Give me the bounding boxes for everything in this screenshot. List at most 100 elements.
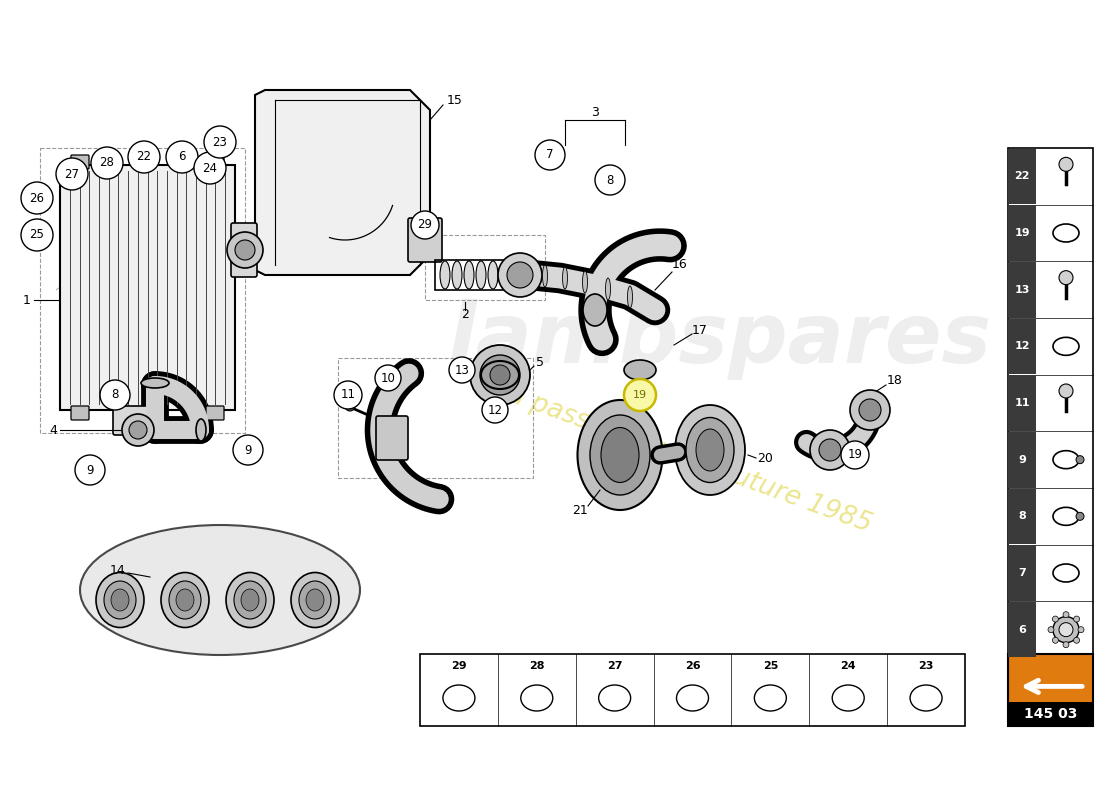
Ellipse shape bbox=[96, 573, 144, 627]
Circle shape bbox=[480, 355, 520, 395]
FancyBboxPatch shape bbox=[1008, 489, 1036, 544]
Circle shape bbox=[235, 240, 255, 260]
Circle shape bbox=[1059, 384, 1072, 398]
Ellipse shape bbox=[590, 415, 650, 495]
FancyBboxPatch shape bbox=[408, 218, 442, 262]
Text: 24: 24 bbox=[202, 162, 218, 174]
Text: 12: 12 bbox=[1014, 342, 1030, 351]
FancyBboxPatch shape bbox=[376, 416, 408, 460]
Circle shape bbox=[129, 421, 147, 439]
Ellipse shape bbox=[675, 405, 745, 495]
FancyBboxPatch shape bbox=[1008, 205, 1036, 261]
Text: 8: 8 bbox=[1019, 511, 1026, 522]
Circle shape bbox=[411, 211, 439, 239]
Text: 12: 12 bbox=[487, 403, 503, 417]
Text: 7: 7 bbox=[547, 149, 553, 162]
Circle shape bbox=[75, 455, 104, 485]
Text: 28: 28 bbox=[100, 157, 114, 170]
Circle shape bbox=[91, 147, 123, 179]
Text: 10: 10 bbox=[381, 371, 395, 385]
FancyBboxPatch shape bbox=[206, 406, 224, 420]
Text: 19: 19 bbox=[847, 449, 862, 462]
Ellipse shape bbox=[542, 265, 548, 287]
Circle shape bbox=[1063, 612, 1069, 618]
Ellipse shape bbox=[141, 378, 169, 388]
Circle shape bbox=[490, 365, 510, 385]
FancyBboxPatch shape bbox=[1008, 654, 1093, 726]
Circle shape bbox=[21, 182, 53, 214]
Ellipse shape bbox=[562, 267, 568, 289]
Circle shape bbox=[375, 365, 402, 391]
Circle shape bbox=[624, 379, 656, 411]
Circle shape bbox=[1053, 616, 1058, 622]
Circle shape bbox=[820, 439, 842, 461]
Ellipse shape bbox=[176, 589, 194, 611]
Text: a passion for the future 1985: a passion for the future 1985 bbox=[505, 382, 876, 538]
Text: 27: 27 bbox=[65, 167, 79, 181]
Ellipse shape bbox=[686, 418, 734, 482]
Text: 4: 4 bbox=[50, 423, 57, 437]
Ellipse shape bbox=[488, 261, 498, 289]
Text: 29: 29 bbox=[418, 218, 432, 231]
Text: 145 03: 145 03 bbox=[1024, 707, 1077, 721]
Circle shape bbox=[449, 357, 475, 383]
FancyBboxPatch shape bbox=[420, 654, 965, 726]
FancyBboxPatch shape bbox=[1008, 148, 1093, 658]
Circle shape bbox=[194, 152, 226, 184]
Circle shape bbox=[535, 140, 565, 170]
Text: 6: 6 bbox=[178, 150, 186, 163]
Ellipse shape bbox=[241, 589, 258, 611]
Ellipse shape bbox=[306, 589, 324, 611]
Text: 13: 13 bbox=[454, 363, 470, 377]
Circle shape bbox=[842, 441, 869, 469]
FancyBboxPatch shape bbox=[231, 223, 257, 277]
Ellipse shape bbox=[452, 261, 462, 289]
Circle shape bbox=[334, 381, 362, 409]
Ellipse shape bbox=[601, 427, 639, 482]
Text: 17: 17 bbox=[692, 323, 708, 337]
Text: 22: 22 bbox=[136, 150, 152, 163]
Text: 19: 19 bbox=[1014, 228, 1030, 238]
Text: 8: 8 bbox=[606, 174, 614, 186]
Circle shape bbox=[470, 345, 530, 405]
Text: 5: 5 bbox=[536, 355, 544, 369]
Text: 23: 23 bbox=[918, 661, 934, 671]
Ellipse shape bbox=[226, 573, 274, 627]
FancyBboxPatch shape bbox=[113, 406, 162, 435]
Circle shape bbox=[122, 414, 154, 446]
Circle shape bbox=[21, 219, 53, 251]
Text: 27: 27 bbox=[607, 661, 623, 671]
Circle shape bbox=[1078, 626, 1084, 633]
FancyBboxPatch shape bbox=[72, 406, 89, 420]
Ellipse shape bbox=[196, 419, 206, 441]
Ellipse shape bbox=[578, 400, 662, 510]
FancyBboxPatch shape bbox=[1008, 702, 1093, 726]
Circle shape bbox=[1063, 642, 1069, 648]
Circle shape bbox=[1074, 616, 1079, 622]
Text: 21: 21 bbox=[572, 503, 587, 517]
Text: 15: 15 bbox=[447, 94, 463, 106]
Ellipse shape bbox=[299, 581, 331, 619]
Text: 24: 24 bbox=[840, 661, 856, 671]
Text: 1: 1 bbox=[23, 294, 31, 306]
Circle shape bbox=[100, 380, 130, 410]
Circle shape bbox=[810, 430, 850, 470]
Text: 29: 29 bbox=[451, 661, 466, 671]
Polygon shape bbox=[255, 90, 430, 275]
Text: 25: 25 bbox=[30, 229, 44, 242]
Text: 18: 18 bbox=[887, 374, 903, 386]
Text: 26: 26 bbox=[684, 661, 701, 671]
Ellipse shape bbox=[624, 360, 656, 380]
Ellipse shape bbox=[104, 581, 136, 619]
Circle shape bbox=[128, 141, 160, 173]
Ellipse shape bbox=[583, 271, 587, 293]
Circle shape bbox=[1076, 512, 1084, 520]
Circle shape bbox=[507, 262, 534, 288]
Text: 26: 26 bbox=[30, 191, 44, 205]
Circle shape bbox=[1053, 638, 1058, 643]
Circle shape bbox=[233, 435, 263, 465]
Circle shape bbox=[850, 390, 890, 430]
Text: 25: 25 bbox=[762, 661, 778, 671]
Ellipse shape bbox=[80, 525, 360, 655]
Ellipse shape bbox=[476, 261, 486, 289]
